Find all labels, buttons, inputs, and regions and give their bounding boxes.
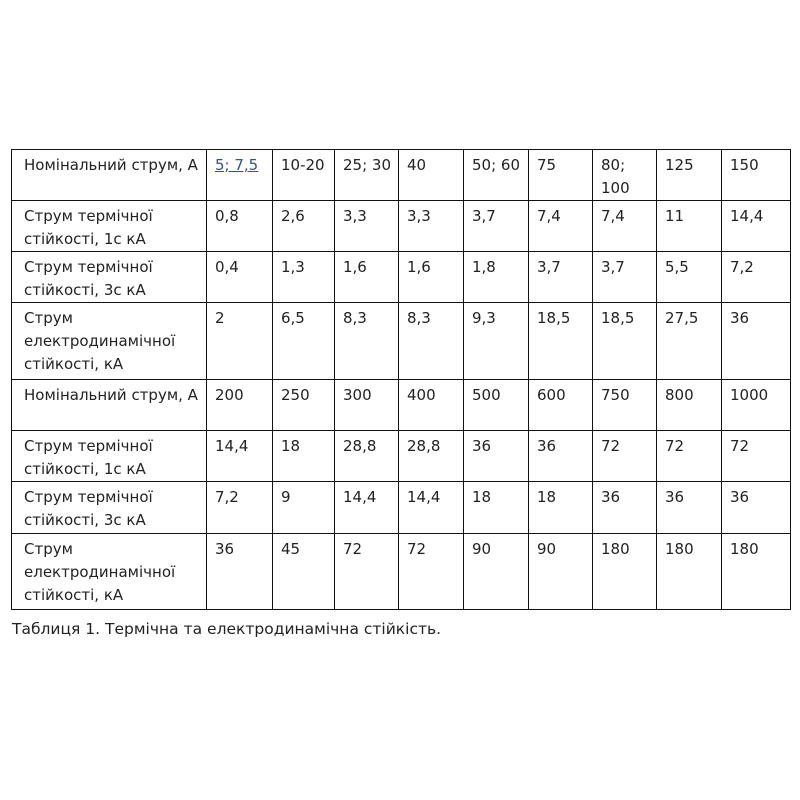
table-cell: 0,8 [206, 200, 273, 252]
table-cell: 3,3 [398, 200, 464, 252]
table-cell: 7,4 [528, 200, 593, 252]
table-cell: 3,7 [592, 251, 657, 303]
row-label: Струм термічної стійкості, 3с кА [11, 251, 207, 303]
table-cell: 14,4 [334, 481, 399, 534]
table-cell: 200 [206, 379, 273, 431]
table-row: Струм електродинамічної стійкості, кА 2 6,… [11, 302, 791, 380]
table-cell: 1,3 [272, 251, 335, 303]
table-cell: 18 [463, 481, 529, 534]
table-cell: 18,5 [592, 302, 657, 380]
table-cell: 72 [656, 430, 722, 482]
table-cell: 72 [334, 533, 399, 610]
table-cell: 6,5 [272, 302, 335, 380]
table-cell: 180 [721, 533, 791, 610]
row-label: Струм термічної стійкості, 1с кА [11, 200, 207, 252]
row-label: Струм термічної стійкості, 1с кА [11, 430, 207, 482]
table-cell: 36 [656, 481, 722, 534]
table-cell: 7,2 [206, 481, 273, 534]
table-cell: 36 [592, 481, 657, 534]
table-cell: 180 [592, 533, 657, 610]
table-cell: 75 [528, 149, 593, 201]
row-label: Струм електродинамічної стійкості, кА [11, 302, 207, 380]
table-cell: 10-20 [272, 149, 335, 201]
table-cell: 18 [528, 481, 593, 534]
table-row: Струм термічної стійкості, 1с кА 0,8 2,6 3,… [11, 200, 791, 252]
table-cell: 36 [721, 481, 791, 534]
table-cell: 72 [398, 533, 464, 610]
table-cell: 45 [272, 533, 335, 610]
table-cell: 25; 30 [334, 149, 399, 201]
table-cell: 7,4 [592, 200, 657, 252]
table-row: Струм електродинамічної стійкості, кА 36 4… [11, 533, 791, 610]
table-cell: 40 [398, 149, 464, 201]
table-cell: 14,4 [206, 430, 273, 482]
table-cell: 5,5 [656, 251, 722, 303]
table-row: Струм термічної стійкості, 3с кА 0,4 1,3 1,… [11, 251, 791, 303]
table-cell: 9,3 [463, 302, 529, 380]
table-cell: 72 [721, 430, 791, 482]
table-cell: 125 [656, 149, 722, 201]
table-cell: 36 [206, 533, 273, 610]
table-row: Номінальний струм, А 200 250 300 400 500 600 75… [11, 379, 791, 431]
row-label: Номінальний струм, А [11, 149, 207, 201]
table-cell: 3,3 [334, 200, 399, 252]
table-cell: 0,4 [206, 251, 273, 303]
table-cell: 180 [656, 533, 722, 610]
row-label: Струм електродинамічної стійкості, кА [11, 533, 207, 610]
table-cell: 14,4 [721, 200, 791, 252]
table-cell: 9 [272, 481, 335, 534]
table-cell: 8,3 [398, 302, 464, 380]
table-row: Струм термічної стійкості, 3с кА 7,2 9 14,4… [11, 481, 791, 534]
table-cell: 18,5 [528, 302, 593, 380]
table-cell: 5; 7,5 [206, 149, 273, 201]
table-cell: 36 [721, 302, 791, 380]
table-cell: 36 [528, 430, 593, 482]
row-label: Струм термічної стійкості, 3с кА [11, 481, 207, 534]
table-cell: 50; 60 [463, 149, 529, 201]
row-label: Номінальний струм, А [11, 379, 207, 431]
table-cell: 800 [656, 379, 722, 431]
table-cell: 300 [334, 379, 399, 431]
table-cell: 90 [463, 533, 529, 610]
table-cell: 750 [592, 379, 657, 431]
table-cell: 250 [272, 379, 335, 431]
table-cell: 1,6 [398, 251, 464, 303]
table-caption: Таблиця 1. Термічна та електродинамічна … [12, 620, 442, 638]
table-cell: 500 [463, 379, 529, 431]
table-cell: 36 [463, 430, 529, 482]
table-cell: 1,8 [463, 251, 529, 303]
table-cell: 14,4 [398, 481, 464, 534]
table-cell: 2 [206, 302, 273, 380]
table-cell: 600 [528, 379, 593, 431]
table-cell: 1,6 [334, 251, 399, 303]
table-cell: 18 [272, 430, 335, 482]
table-cell: 8,3 [334, 302, 399, 380]
table-cell: 400 [398, 379, 464, 431]
stability-table: Номінальний струм, А 5; 7,5 10-20 25; 30 40 5… [11, 149, 791, 610]
table-cell: 2,6 [272, 200, 335, 252]
table-cell: 3,7 [528, 251, 593, 303]
table-cell: 150 [721, 149, 791, 201]
table-cell: 90 [528, 533, 593, 610]
table-row: Струм термічної стійкості, 1с кА 14,4 18 28… [11, 430, 791, 482]
table-row: Номінальний струм, А 5; 7,5 10-20 25; 30 40 5… [11, 149, 791, 201]
table-cell: 1000 [721, 379, 791, 431]
table-cell: 11 [656, 200, 722, 252]
table-cell: 7,2 [721, 251, 791, 303]
table-cell: 72 [592, 430, 657, 482]
table-cell: 28,8 [334, 430, 399, 482]
table-cell: 28,8 [398, 430, 464, 482]
table-cell: 80; 100 [592, 149, 657, 201]
table-cell: 27,5 [656, 302, 722, 380]
table-cell: 3,7 [463, 200, 529, 252]
